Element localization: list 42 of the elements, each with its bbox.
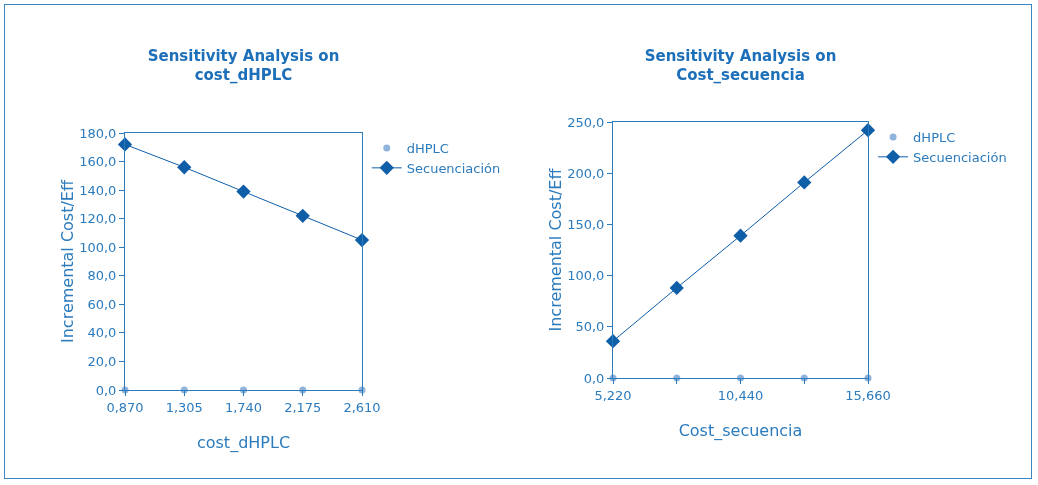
point xyxy=(236,184,251,199)
point xyxy=(733,228,748,243)
x-tick-label: 1,305 xyxy=(165,399,203,415)
x-tick-label: 2,175 xyxy=(284,399,322,415)
chart-title: Sensitivity Analysis on cost_dHPLC xyxy=(147,46,340,85)
y-tick-label: 80,0 xyxy=(87,268,117,284)
legend-label: dHPLC xyxy=(406,141,449,157)
y-tick-label: 50,0 xyxy=(575,319,605,335)
y-axis-title: Incremental Cost/Eff xyxy=(546,167,566,332)
x-tick-label: 10,440 xyxy=(717,387,764,403)
y-tick-label: 20,0 xyxy=(87,353,117,369)
y-tick-label: 200,0 xyxy=(567,165,605,181)
x-axis-title: Cost_secuencia xyxy=(678,421,803,441)
y-tick-label: 180,0 xyxy=(79,125,117,141)
y-tick-label: 40,0 xyxy=(87,325,117,341)
legend-label: Secuenciación xyxy=(406,160,501,176)
y-tick-label: 0,0 xyxy=(583,370,605,386)
y-tick-label: 120,0 xyxy=(79,211,117,227)
legend-label: Secuenciación xyxy=(913,149,1007,165)
x-tick-label: 2,610 xyxy=(343,399,381,415)
x-axis-title: cost_dHPLC xyxy=(196,433,291,453)
point xyxy=(605,333,621,349)
y-tick-label: 60,0 xyxy=(87,296,117,312)
chart-title: Sensitivity Analysis on Cost_secuencia xyxy=(644,46,837,85)
x-tick-label: 0,870 xyxy=(106,399,144,415)
y-tick-label: 140,0 xyxy=(79,182,117,198)
legend-label: dHPLC xyxy=(913,130,956,146)
y-tick-label: 160,0 xyxy=(79,154,117,170)
point xyxy=(354,232,370,248)
y-tick-label: 250,0 xyxy=(567,114,605,130)
y-axis-title: Incremental Cost/Eff xyxy=(58,179,78,343)
y-tick-label: 0,0 xyxy=(95,382,117,398)
y-tick-label: 100,0 xyxy=(79,239,117,255)
point xyxy=(669,280,684,296)
y-tick-label: 100,0 xyxy=(567,268,605,284)
point xyxy=(177,160,192,175)
x-tick-label: 15,660 xyxy=(845,387,891,403)
y-tick-label: 150,0 xyxy=(567,216,605,232)
point xyxy=(797,175,812,190)
x-tick-label: 5,220 xyxy=(594,387,632,403)
point xyxy=(295,208,310,223)
x-tick-label: 1,740 xyxy=(224,399,263,415)
